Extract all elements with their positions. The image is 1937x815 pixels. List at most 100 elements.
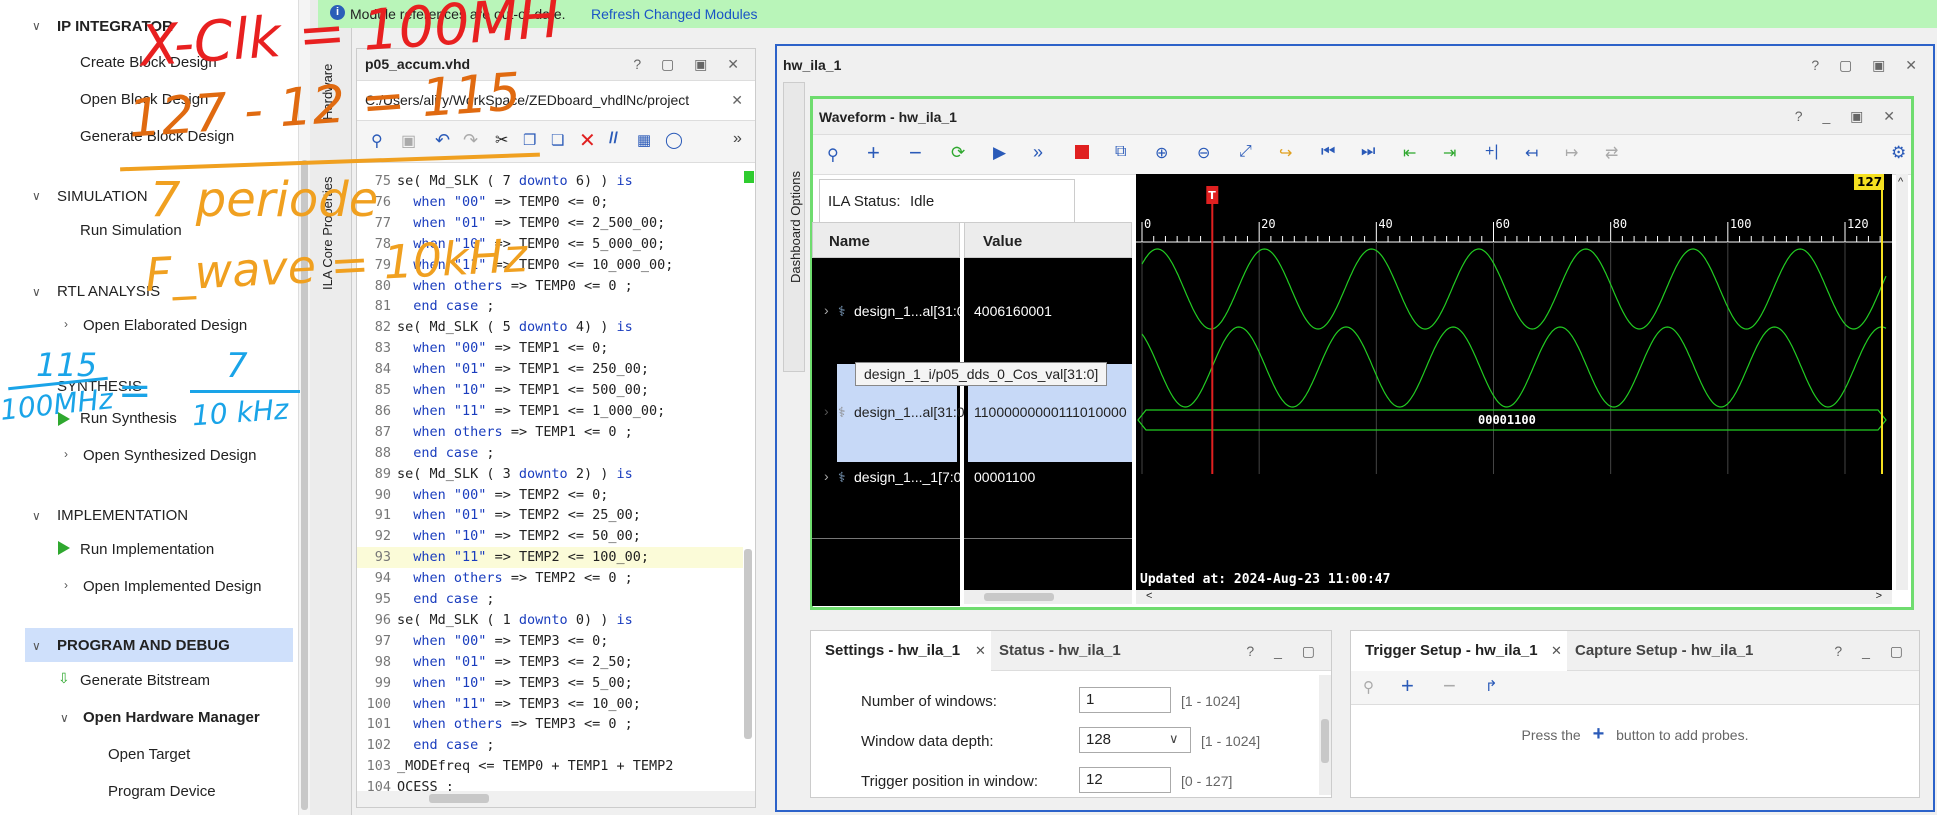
zoom-cursor-icon[interactable]: ↪ — [1279, 145, 1293, 162]
close-icon[interactable]: ✕ — [1551, 643, 1562, 658]
program-device-item[interactable]: Program Device — [108, 783, 216, 800]
gear-icon[interactable]: ⚙ — [1891, 143, 1907, 162]
dashboard-side-tab[interactable]: Dashboard Options — [783, 82, 805, 372]
chevron-down-icon[interactable]: ∨ — [32, 509, 41, 523]
save-icon[interactable]: ▣ — [401, 133, 417, 150]
section-rtl-analysis[interactable]: RTL ANALYSIS — [57, 283, 161, 300]
tab-dashboard-options[interactable]: Dashboard Options — [788, 170, 803, 283]
section-simulation[interactable]: SIMULATION — [57, 188, 148, 205]
open-synthesized-design-item[interactable]: Open Synthesized Design — [83, 447, 257, 464]
scroll-left-icon[interactable]: < — [1146, 590, 1153, 602]
open-block-design-item[interactable]: Open Block Design — [80, 91, 209, 108]
scrollbar-thumb[interactable] — [301, 160, 308, 810]
add-icon[interactable]: + — [867, 140, 880, 165]
editor-tab-title[interactable]: p05_accum.vhd — [365, 56, 471, 72]
code-line[interactable]: 95 end case ; — [357, 589, 743, 610]
window-depth-select[interactable]: 128 — [1079, 727, 1191, 753]
tab-settings[interactable]: Settings - hw_ila_1 — [825, 642, 961, 659]
paste-icon[interactable]: ❏ — [551, 132, 565, 149]
go-first-icon[interactable]: ⏮ — [1321, 143, 1336, 160]
code-line[interactable]: 96 se( Md_SLK ( 1 downto 0) ) is — [357, 610, 743, 631]
add-icon[interactable]: + — [1401, 673, 1414, 698]
signal-name-1[interactable]: design_1...al[31:0] — [854, 404, 969, 420]
flow-scrollbar[interactable] — [298, 0, 310, 815]
settings-scrollbar[interactable] — [1319, 675, 1331, 795]
code-line[interactable]: 91 when "01" => TEMP2 <= 25_00; — [357, 505, 743, 526]
chevron-down-icon[interactable]: ∨ — [32, 189, 41, 203]
chevron-down-icon[interactable]: ∨ — [32, 19, 41, 33]
code-line[interactable]: 102 end case ; — [357, 735, 743, 756]
comment-icon[interactable]: // — [609, 130, 618, 147]
code-line[interactable]: 89 se( Md_SLK ( 3 downto 2) ) is — [357, 464, 743, 485]
code-line[interactable]: 86 when "11" => TEMP1 <= 1_000_00; — [357, 401, 743, 422]
code-line[interactable]: 101 when others => TEMP3 <= 0 ; — [357, 714, 743, 735]
window-controls[interactable]: ? ▢ ▣ ✕ — [1811, 57, 1925, 73]
add-marker-icon[interactable]: +| — [1485, 143, 1499, 160]
scroll-right-icon[interactable]: > — [1875, 590, 1882, 602]
code-line[interactable]: 83 when "00" => TEMP1 <= 0; — [357, 338, 743, 359]
zoom-fit-icon[interactable]: ⤢ — [1239, 143, 1252, 160]
close-icon[interactable]: ✕ — [731, 92, 743, 108]
close-icon[interactable]: ✕ — [975, 643, 986, 658]
section-implementation[interactable]: IMPLEMENTATION — [57, 507, 189, 524]
columns-icon[interactable]: ▦ — [637, 132, 652, 149]
chevron-right-icon[interactable]: › — [64, 317, 68, 331]
open-implemented-design-item[interactable]: Open Implemented Design — [83, 578, 262, 595]
code-line[interactable]: 97 when "00" => TEMP3 <= 0; — [357, 631, 743, 652]
code-line[interactable]: 75 se( Md_SLK ( 7 downto 6) ) is — [357, 171, 743, 192]
program-debug-header-bg[interactable] — [25, 628, 293, 662]
code-line[interactable]: 94 when others => TEMP2 <= 0 ; — [357, 568, 743, 589]
window-controls[interactable]: ? _ ▢ — [1246, 643, 1323, 659]
add-icon[interactable]: + — [1592, 723, 1605, 745]
code-line[interactable]: 98 when "01" => TEMP3 <= 2_50; — [357, 652, 743, 673]
chevron-down-icon[interactable]: ∨ — [32, 639, 41, 653]
section-ip-integrator[interactable]: IP INTEGRATOR — [57, 18, 173, 35]
tab-ila-core-properties[interactable]: ILA Core Properties — [320, 176, 335, 290]
open-hardware-manager-item[interactable]: Open Hardware Manager — [83, 709, 260, 726]
code-scrollbar[interactable] — [744, 549, 752, 739]
next-transition-icon[interactable]: ⇥ — [1443, 145, 1457, 162]
expand-icon[interactable]: › — [824, 302, 829, 318]
prev-marker-icon[interactable]: ↤ — [1525, 145, 1539, 162]
trigger-logic-icon[interactable]: ↱ — [1485, 678, 1498, 695]
num-windows-input[interactable]: 1 — [1079, 687, 1171, 713]
zoom-out-icon[interactable]: ⊖ — [1197, 145, 1211, 162]
stop-icon[interactable] — [1075, 145, 1089, 159]
run-trigger-icon[interactable]: ▶ — [993, 143, 1007, 162]
run-immediate-icon[interactable]: » — [1033, 142, 1044, 162]
code-line[interactable]: 85 when "10" => TEMP1 <= 500_00; — [357, 380, 743, 401]
code-line[interactable]: 92 when "10" => TEMP2 <= 50_00; — [357, 526, 743, 547]
scroll-up-icon[interactable]: ^ — [1898, 176, 1904, 188]
tab-hardware[interactable]: Hardware — [320, 63, 335, 120]
run-implementation-item[interactable]: Run Implementation — [80, 541, 215, 558]
expand-icon[interactable]: › — [824, 468, 829, 484]
redo-icon[interactable]: ↷ — [463, 130, 479, 150]
generate-bitstream-item[interactable]: Generate Bitstream — [80, 672, 211, 689]
search-icon[interactable]: ⚲ — [827, 147, 839, 164]
code-line[interactable]: 87 when others => TEMP1 <= 0 ; — [357, 422, 743, 443]
tab-capture-setup[interactable]: Capture Setup - hw_ila_1 — [1575, 642, 1754, 659]
code-line[interactable]: 76 when "00" => TEMP0 <= 0; — [357, 192, 743, 213]
chevron-down-icon[interactable]: ∨ — [60, 711, 69, 725]
create-block-design-item[interactable]: Create Block Design — [80, 54, 217, 71]
search-icon[interactable]: ⚲ — [1363, 679, 1374, 696]
expand-icon[interactable]: › — [824, 403, 829, 419]
code-line[interactable]: 84 when "01" => TEMP1 <= 250_00; — [357, 359, 743, 380]
tab-status[interactable]: Status - hw_ila_1 — [999, 642, 1121, 659]
search-icon[interactable]: ⚲ — [371, 133, 383, 150]
hscroll-thumb[interactable] — [429, 794, 489, 803]
code-line[interactable]: 78 when "10" => TEMP0 <= 5_000_00; — [357, 234, 743, 255]
signal-name-0[interactable]: design_1...al[31:0] — [854, 303, 969, 319]
chevron-down-icon[interactable]: ∨ — [32, 285, 41, 299]
code-line[interactable]: 90 when "00" => TEMP2 <= 0; — [357, 485, 743, 506]
open-elaborated-design-item[interactable]: Open Elaborated Design — [83, 317, 248, 334]
copy-icon[interactable]: ❐ — [523, 132, 537, 149]
value-hscroll[interactable] — [964, 590, 1132, 604]
signal-name-2[interactable]: design_1..._1[7:0] — [854, 469, 966, 485]
code-line[interactable]: 99 when "10" => TEMP3 <= 5_00; — [357, 673, 743, 694]
zoom-in-icon[interactable]: ⊕ — [1155, 145, 1169, 162]
code-area[interactable]: 75 se( Md_SLK ( 7 downto 6) ) is 76 when "… — [357, 171, 743, 793]
code-line[interactable]: 82 se( Md_SLK ( 5 downto 4) ) is — [357, 317, 743, 338]
prev-transition-icon[interactable]: ⇤ — [1403, 145, 1417, 162]
code-line[interactable]: 103 _MODEfreq <= TEMP0 + TEMP1 + TEMP2 — [357, 756, 743, 777]
